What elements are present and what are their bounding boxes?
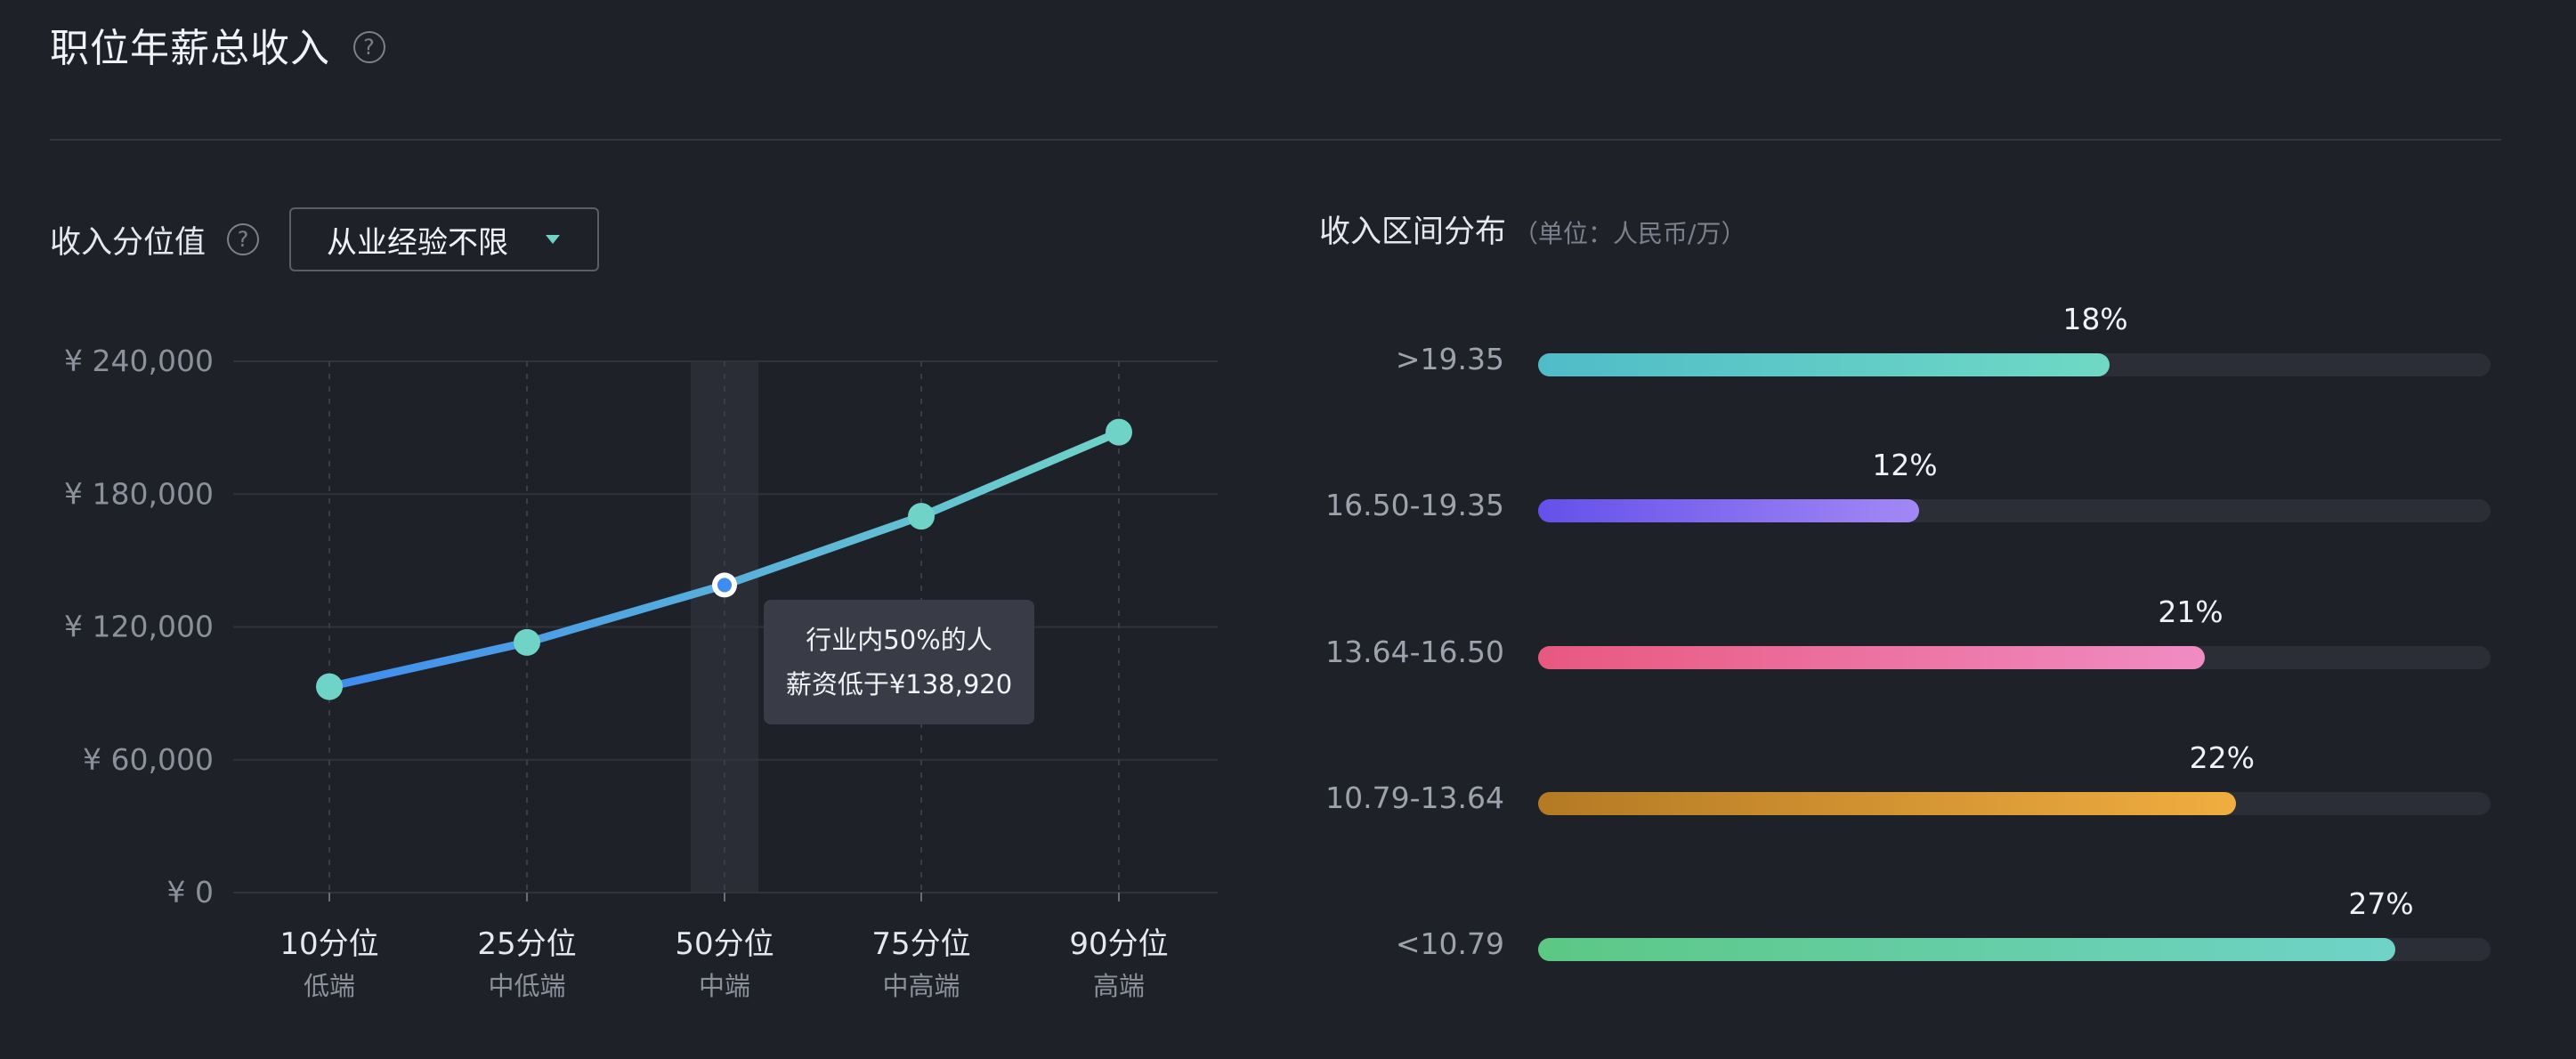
bar-fill bbox=[1538, 353, 2110, 376]
bar-percent-label: 18% bbox=[2062, 302, 2128, 336]
x-tick-label: 75分位 bbox=[871, 926, 970, 962]
experience-dropdown[interactable]: 从业经验不限 bbox=[289, 207, 600, 271]
x-tick-sublabel: 高端 bbox=[1093, 971, 1145, 1001]
x-tick-sublabel: 低端 bbox=[304, 971, 355, 1001]
y-tick-label: ¥ 180,000 bbox=[64, 476, 214, 511]
x-tick-sublabel: 中高端 bbox=[882, 971, 960, 1001]
x-tick-sublabel: 中低端 bbox=[488, 971, 565, 1001]
bar-range-label: 10.79-13.64 bbox=[1325, 780, 1504, 815]
chart-tooltip: 行业内50%的人 薪资低于¥138,920 bbox=[764, 600, 1034, 724]
bar-fill bbox=[1538, 792, 2237, 815]
bar-range-label: 13.64-16.50 bbox=[1325, 635, 1504, 669]
experience-dropdown-value: 从业经验不限 bbox=[327, 224, 509, 261]
page-title-text: 职位年薪总收入 bbox=[50, 26, 330, 71]
distribution-bar-row: 13.64-16.50 21% bbox=[1319, 594, 2503, 686]
distribution-bar-row: 10.79-13.64 22% bbox=[1319, 740, 2503, 832]
help-icon[interactable]: ? bbox=[353, 31, 385, 63]
bar-range-label: <10.79 bbox=[1395, 926, 1504, 961]
bar-track: 18% bbox=[1538, 302, 2491, 376]
data-point bbox=[316, 673, 343, 700]
bar-track: 21% bbox=[1538, 594, 2491, 669]
bar-fill bbox=[1538, 646, 2205, 669]
x-tick-sublabel: 中端 bbox=[699, 971, 750, 1001]
distribution-unit: （单位：人民币/万） bbox=[1513, 219, 1746, 248]
bar-range-label: 16.50-19.35 bbox=[1325, 488, 1504, 522]
bar-fill bbox=[1538, 938, 2395, 961]
y-tick-label: ¥ 240,000 bbox=[64, 344, 214, 378]
percentile-line-chart: ¥ 240,000 ¥ 180,000 ¥ 120,000 ¥ 60,000 ¥ 0 10… bbox=[64, 344, 1218, 1001]
bar-percent-label: 27% bbox=[2348, 886, 2414, 921]
bar-fill bbox=[1538, 499, 1919, 522]
tooltip-line-2: 薪资低于¥138,920 bbox=[785, 669, 1013, 699]
distribution-bar-row: 16.50-19.35 12% bbox=[1319, 448, 2503, 539]
data-point bbox=[908, 503, 935, 530]
data-point bbox=[514, 628, 540, 656]
tooltip-line-1: 行业内50%的人 bbox=[806, 625, 992, 655]
distribution-title: 收入区间分布 bbox=[1319, 214, 1507, 250]
distribution-bar-row: >19.35 18% bbox=[1319, 302, 2503, 393]
y-tick-label: ¥ 0 bbox=[167, 875, 214, 909]
bar-track: 22% bbox=[1538, 740, 2491, 815]
x-tick-label: 10分位 bbox=[279, 926, 378, 962]
percentile-header: 收入分位值 ? 从业经验不限 bbox=[50, 207, 600, 271]
page-title: 职位年薪总收入 ? bbox=[50, 16, 385, 73]
chevron-down-icon bbox=[546, 235, 561, 244]
x-tick-label: 25分位 bbox=[477, 926, 576, 962]
bar-track: 12% bbox=[1538, 448, 2491, 522]
y-tick-label: ¥ 60,000 bbox=[83, 742, 214, 777]
bar-percent-label: 21% bbox=[2158, 594, 2224, 629]
distribution-header: 收入区间分布 （单位：人民币/万） bbox=[1319, 206, 1746, 252]
bar-percent-label: 12% bbox=[1872, 448, 1938, 482]
percentile-help-icon[interactable]: ? bbox=[227, 223, 260, 255]
percentile-label: 收入分位值 bbox=[50, 224, 207, 261]
bar-percent-label: 22% bbox=[2189, 740, 2255, 775]
x-tick-label: 50分位 bbox=[675, 926, 774, 962]
bar-range-label: >19.35 bbox=[1395, 342, 1504, 376]
bar-track: 27% bbox=[1538, 886, 2491, 961]
data-point-highlight bbox=[717, 578, 732, 593]
x-tick-label: 90分位 bbox=[1069, 926, 1168, 962]
distribution-bar-row: <10.79 27% bbox=[1319, 886, 2503, 978]
section-divider bbox=[50, 139, 2501, 141]
data-point bbox=[1106, 418, 1132, 446]
y-tick-label: ¥ 120,000 bbox=[64, 610, 214, 644]
